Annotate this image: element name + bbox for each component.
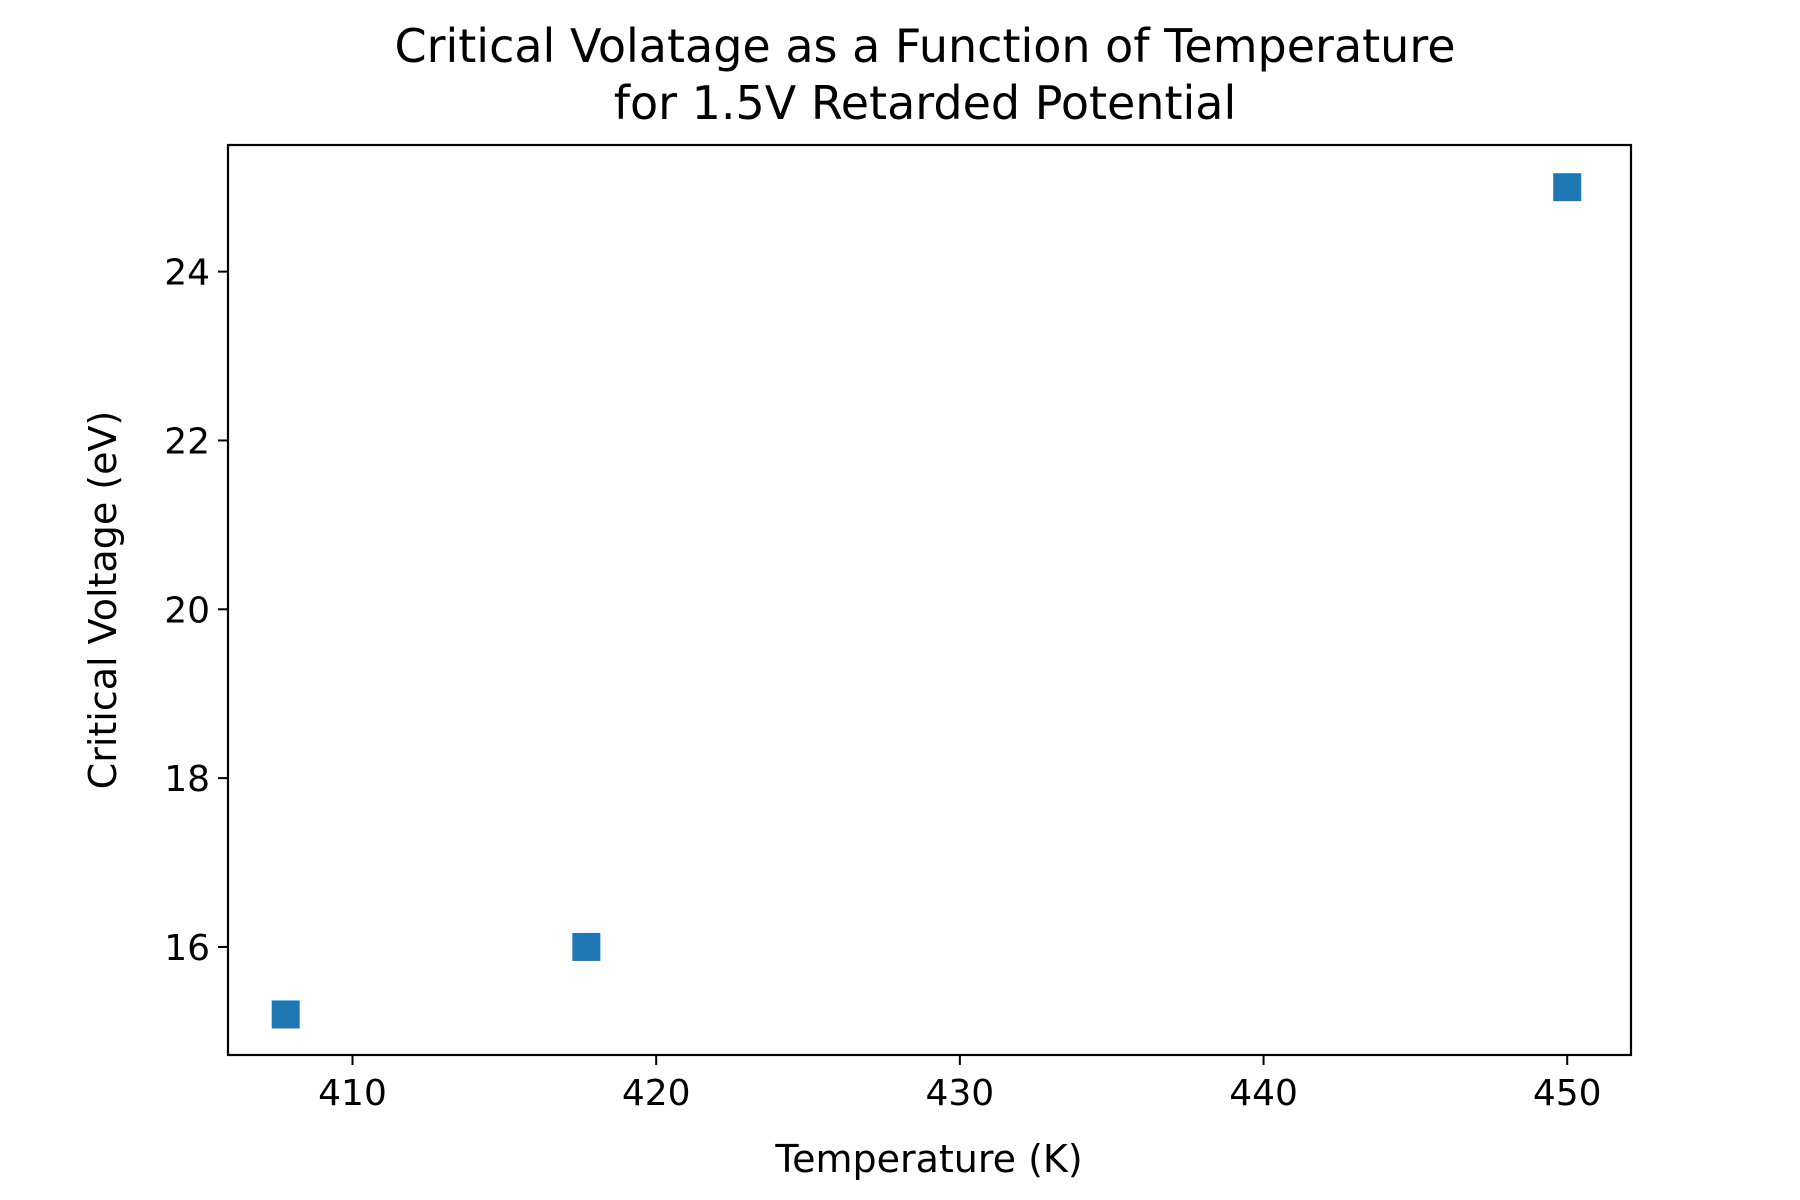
x-tick-label: 450	[1533, 1073, 1602, 1114]
x-axis-ticks: 410 420 430 440 450	[318, 1055, 1602, 1114]
x-tick-label: 420	[622, 1073, 691, 1114]
x-tick-label: 410	[318, 1073, 387, 1114]
y-tick-label: 20	[164, 590, 210, 631]
chart-title-line-2: for 1.5V Retarded Potential	[614, 76, 1236, 130]
plot-area: 410 420 430 440 450 16 18 20 22 24	[164, 143, 1633, 1114]
data-point	[271, 1000, 300, 1029]
x-tick-label: 440	[1229, 1073, 1298, 1114]
x-tick-label: 430	[926, 1073, 995, 1114]
plot-frame	[226, 143, 1633, 1057]
chart-title-line-1: Critical Volatage as a Function of Tempe…	[394, 19, 1455, 73]
x-axis-label: Temperature (K)	[774, 1137, 1082, 1181]
data-points	[271, 173, 1582, 1029]
y-tick-label: 16	[164, 928, 210, 969]
y-tick-label: 18	[164, 759, 210, 800]
data-point	[1553, 173, 1582, 202]
y-tick-label: 22	[164, 421, 210, 462]
y-tick-label: 24	[164, 253, 210, 294]
y-axis-ticks: 16 18 20 22 24	[164, 253, 228, 969]
data-point	[572, 932, 601, 961]
y-axis-label: Critical Voltage (eV)	[81, 411, 125, 790]
